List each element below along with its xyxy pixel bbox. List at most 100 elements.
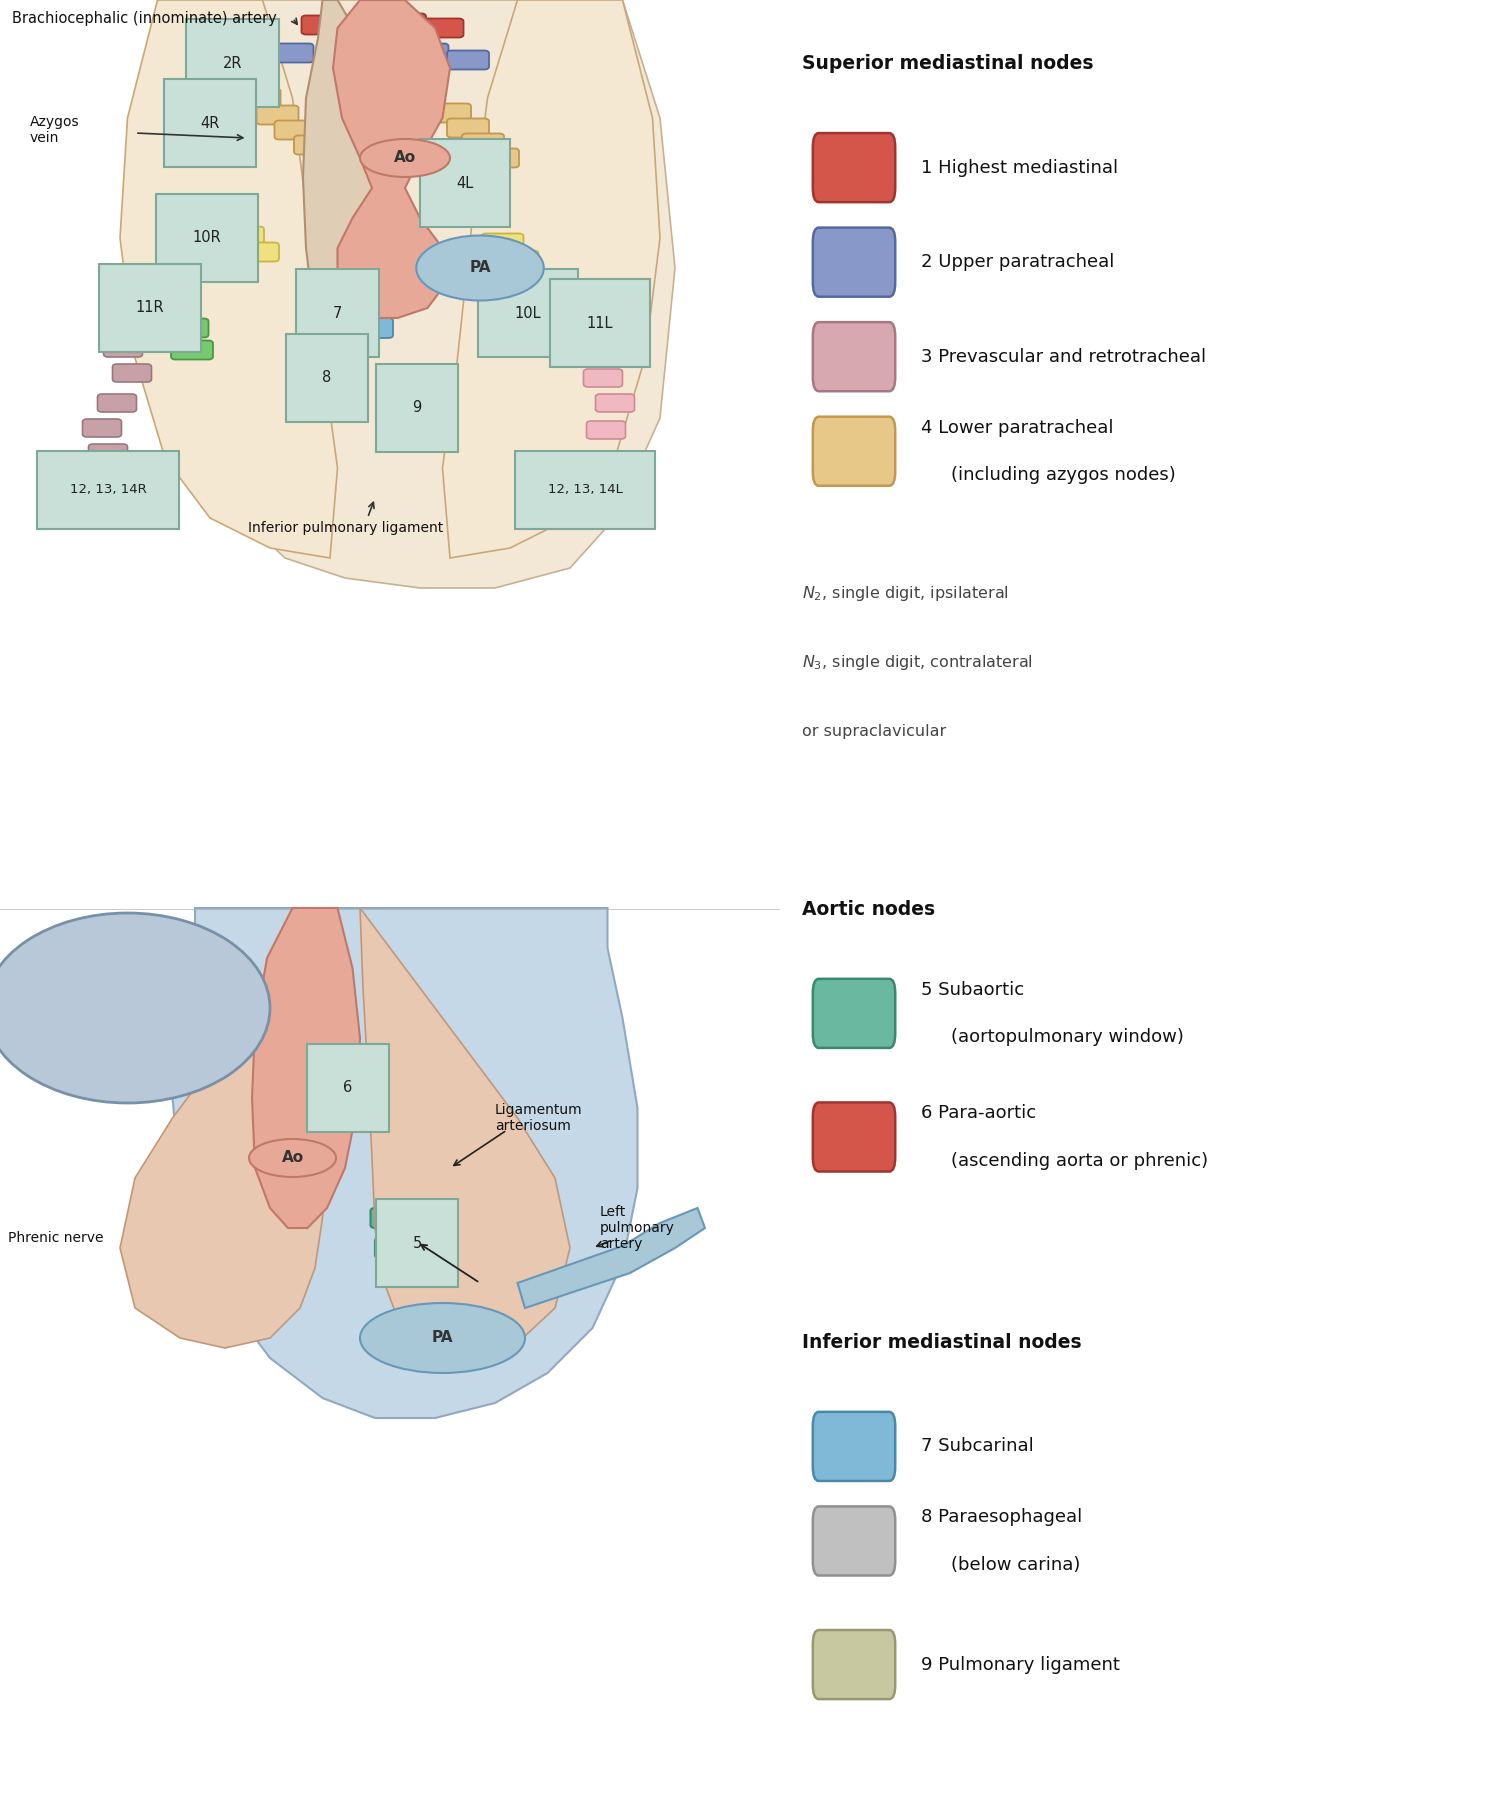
Text: (below carina): (below carina): [951, 1556, 1080, 1574]
Text: 7 Subcarinal: 7 Subcarinal: [921, 1438, 1034, 1456]
FancyBboxPatch shape: [294, 136, 336, 155]
Text: 5 Subaortic: 5 Subaortic: [921, 980, 1024, 998]
FancyBboxPatch shape: [142, 976, 194, 1000]
FancyBboxPatch shape: [351, 318, 393, 338]
Text: PA: PA: [470, 260, 490, 276]
Text: Inferior mediastinal nodes: Inferior mediastinal nodes: [802, 1333, 1082, 1353]
FancyBboxPatch shape: [321, 389, 363, 407]
Text: 7: 7: [333, 305, 342, 320]
FancyBboxPatch shape: [813, 1413, 895, 1482]
Ellipse shape: [360, 1304, 525, 1373]
FancyBboxPatch shape: [306, 307, 348, 327]
Text: Ao: Ao: [282, 1151, 303, 1165]
FancyBboxPatch shape: [813, 322, 895, 391]
FancyBboxPatch shape: [596, 395, 634, 413]
Polygon shape: [120, 0, 338, 558]
FancyBboxPatch shape: [88, 444, 128, 462]
FancyBboxPatch shape: [447, 118, 489, 138]
Polygon shape: [518, 1207, 705, 1307]
Text: Brachiocephalic (innominate) artery: Brachiocephalic (innominate) artery: [12, 11, 276, 25]
Text: 8 Paraesophageal: 8 Paraesophageal: [921, 1509, 1082, 1527]
FancyBboxPatch shape: [447, 51, 489, 69]
Text: 9: 9: [413, 400, 422, 416]
Text: 4L: 4L: [456, 176, 474, 191]
FancyBboxPatch shape: [375, 1238, 420, 1258]
Text: 10L: 10L: [514, 305, 541, 320]
FancyBboxPatch shape: [394, 1224, 439, 1244]
Text: Aortic nodes: Aortic nodes: [802, 900, 934, 918]
FancyBboxPatch shape: [351, 1091, 393, 1109]
Text: Azygos
vein: Azygos vein: [30, 115, 80, 145]
Text: (ascending aorta or phrenic): (ascending aorta or phrenic): [951, 1151, 1208, 1169]
FancyBboxPatch shape: [406, 44, 448, 62]
Text: 11R: 11R: [135, 300, 165, 316]
Text: 12, 13, 14L: 12, 13, 14L: [548, 484, 622, 496]
Circle shape: [0, 913, 270, 1104]
Polygon shape: [172, 907, 638, 1418]
FancyBboxPatch shape: [586, 422, 626, 438]
Text: 3: 3: [164, 1000, 172, 1016]
FancyBboxPatch shape: [237, 242, 279, 262]
FancyBboxPatch shape: [312, 369, 354, 387]
FancyBboxPatch shape: [462, 133, 504, 153]
Text: Left
pulmonary
artery: Left pulmonary artery: [600, 1205, 675, 1251]
Text: Ligamentum
arteriosum: Ligamentum arteriosum: [495, 1104, 582, 1133]
Text: (including azygos nodes): (including azygos nodes): [951, 465, 1176, 484]
FancyBboxPatch shape: [70, 469, 110, 487]
Polygon shape: [442, 0, 660, 558]
FancyBboxPatch shape: [477, 149, 519, 167]
FancyBboxPatch shape: [222, 227, 264, 245]
FancyBboxPatch shape: [813, 1631, 895, 1700]
Text: 6: 6: [344, 1080, 352, 1096]
FancyBboxPatch shape: [546, 289, 588, 307]
Text: 5: 5: [413, 1236, 422, 1251]
Text: 9 Pulmonary ligament: 9 Pulmonary ligament: [921, 1656, 1119, 1674]
FancyBboxPatch shape: [561, 333, 603, 353]
FancyBboxPatch shape: [144, 273, 186, 293]
FancyBboxPatch shape: [328, 1100, 370, 1120]
FancyBboxPatch shape: [370, 1207, 416, 1227]
FancyBboxPatch shape: [256, 105, 298, 124]
Polygon shape: [252, 907, 360, 1227]
FancyBboxPatch shape: [104, 338, 142, 356]
Text: Phrenic nerve: Phrenic nerve: [8, 1231, 104, 1245]
Text: $N_3$, single digit, contralateral: $N_3$, single digit, contralateral: [802, 653, 1034, 671]
FancyBboxPatch shape: [306, 1089, 348, 1107]
Text: 11L: 11L: [586, 316, 613, 331]
FancyBboxPatch shape: [93, 489, 132, 507]
Text: Superior mediastinal nodes: Superior mediastinal nodes: [802, 55, 1094, 73]
FancyBboxPatch shape: [396, 398, 438, 418]
FancyBboxPatch shape: [362, 40, 404, 60]
FancyBboxPatch shape: [82, 418, 122, 436]
FancyBboxPatch shape: [171, 340, 213, 360]
FancyBboxPatch shape: [584, 369, 622, 387]
FancyBboxPatch shape: [112, 364, 152, 382]
FancyBboxPatch shape: [166, 318, 208, 338]
Polygon shape: [142, 0, 675, 587]
Text: Ao: Ao: [394, 151, 416, 165]
FancyBboxPatch shape: [573, 344, 612, 362]
FancyBboxPatch shape: [98, 395, 136, 413]
Text: or supraclavicular: or supraclavicular: [802, 724, 946, 738]
Text: 2 Upper paratracheal: 2 Upper paratracheal: [921, 253, 1114, 271]
Ellipse shape: [249, 1140, 336, 1176]
FancyBboxPatch shape: [327, 316, 369, 336]
FancyBboxPatch shape: [813, 1102, 895, 1171]
FancyBboxPatch shape: [429, 104, 471, 122]
FancyBboxPatch shape: [272, 44, 314, 62]
Text: 8: 8: [322, 371, 332, 385]
FancyBboxPatch shape: [384, 13, 426, 33]
Text: Inferior pulmonary ligament: Inferior pulmonary ligament: [248, 522, 442, 534]
Text: 12, 13, 14R: 12, 13, 14R: [69, 484, 147, 496]
FancyBboxPatch shape: [156, 296, 198, 316]
Polygon shape: [120, 907, 333, 1347]
Text: 2R: 2R: [222, 56, 243, 71]
Text: PA: PA: [432, 1331, 453, 1345]
FancyBboxPatch shape: [339, 16, 381, 35]
Text: 1 Highest mediastinal: 1 Highest mediastinal: [921, 158, 1118, 176]
FancyBboxPatch shape: [496, 251, 538, 269]
FancyBboxPatch shape: [211, 209, 254, 227]
FancyBboxPatch shape: [813, 133, 895, 202]
Ellipse shape: [360, 138, 450, 176]
Polygon shape: [303, 0, 375, 338]
